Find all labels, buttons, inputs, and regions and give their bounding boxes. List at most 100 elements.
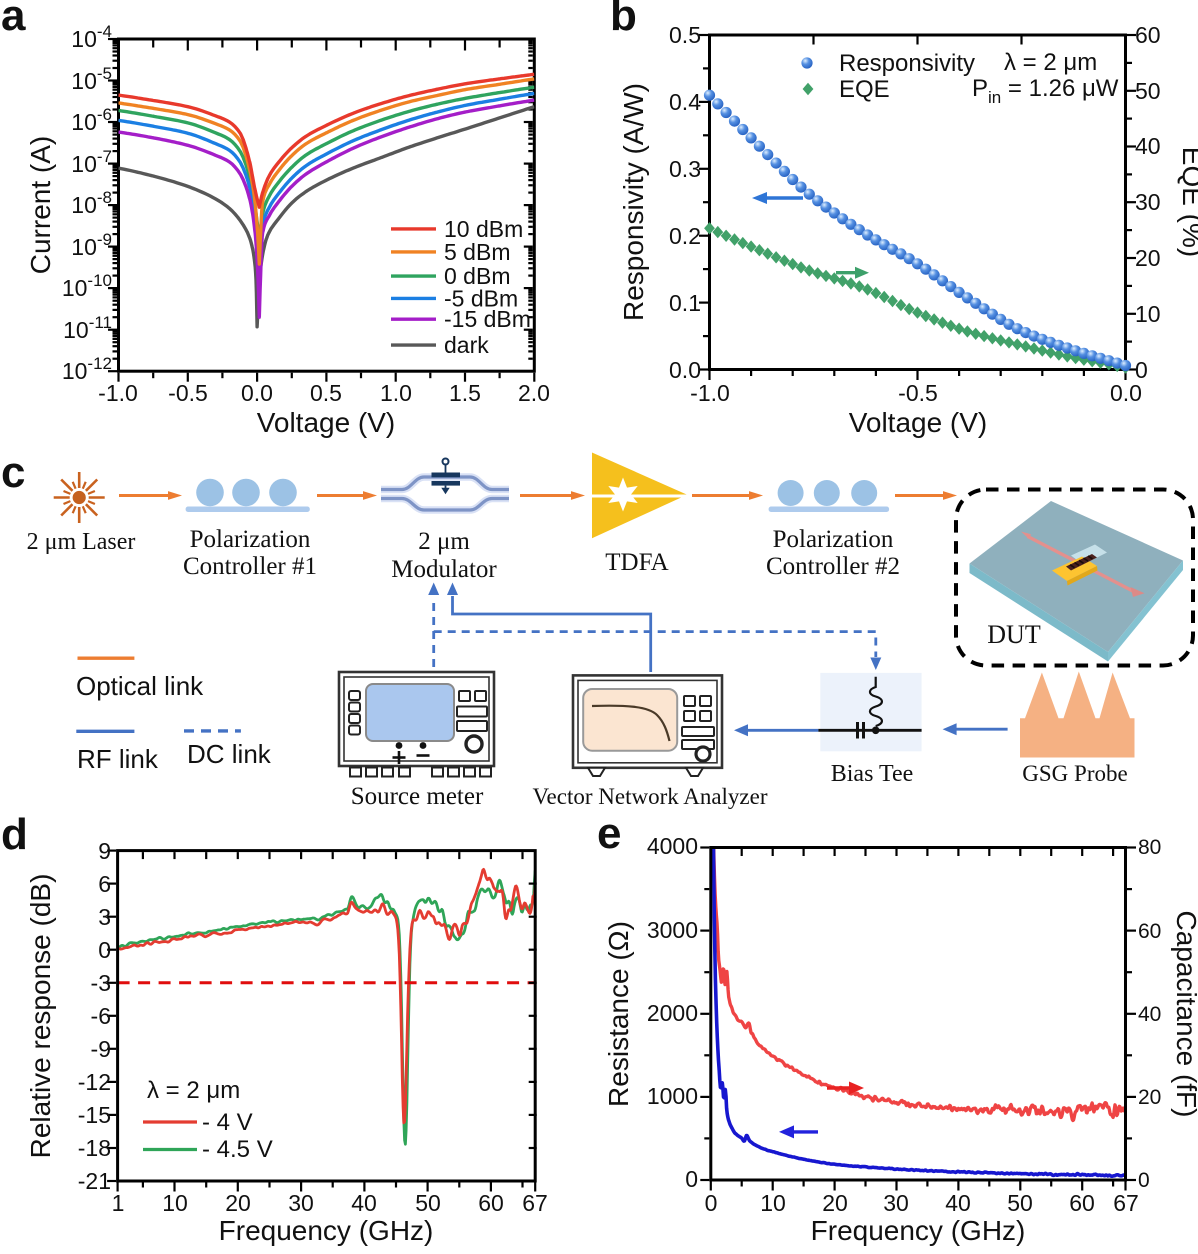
svg-text:30: 30 [1135,189,1161,215]
svg-text:0: 0 [98,937,111,963]
svg-text:Controller #2: Controller #2 [766,553,900,580]
svg-text:0.0: 0.0 [669,357,701,383]
svg-text:Source meter: Source meter [351,783,484,810]
svg-text:Relative response (dB): Relative response (dB) [25,874,56,1159]
svg-text:d: d [1,810,28,859]
svg-text:RF link: RF link [77,744,159,774]
svg-text:67: 67 [522,1190,548,1216]
svg-text:Polarization: Polarization [773,526,894,553]
svg-text:10: 10 [760,1190,786,1216]
svg-text:60: 60 [1135,22,1161,48]
svg-text:c: c [1,448,25,497]
svg-text:30: 30 [883,1190,909,1216]
svg-text:10-10: 10-10 [62,271,112,301]
svg-text:10: 10 [1135,301,1161,327]
svg-text:Frequency (GHz): Frequency (GHz) [811,1215,1026,1246]
svg-text:80: 80 [1138,836,1161,859]
svg-text:EQE: EQE [839,76,890,103]
svg-text:-12: -12 [78,1069,111,1095]
svg-text:50: 50 [1135,78,1161,104]
svg-text:0.0: 0.0 [241,380,273,406]
svg-text:1.0: 1.0 [380,380,412,406]
svg-text:Capacitance (fF): Capacitance (fF) [1171,911,1198,1118]
svg-text:0 dBm: 0 dBm [444,263,510,289]
svg-text:6: 6 [98,871,111,897]
svg-text:Modulator: Modulator [391,556,497,583]
svg-text:-15 dBm: -15 dBm [444,306,531,332]
svg-text:10-8: 10-8 [71,188,112,218]
svg-text:b: b [610,0,637,40]
svg-text:Current (A): Current (A) [25,136,56,274]
svg-text:- 4.5 V: - 4.5 V [202,1136,273,1163]
svg-text:Controller #1: Controller #1 [183,553,317,580]
svg-text:Polarization: Polarization [190,526,311,553]
svg-text:Optical link: Optical link [76,671,204,701]
svg-text:0.0: 0.0 [1110,380,1142,406]
svg-text:Bias Tee: Bias Tee [831,761,914,787]
svg-text:9: 9 [98,838,111,864]
svg-text:-15: -15 [78,1102,111,1128]
svg-text:-1.0: -1.0 [98,380,138,406]
svg-text:60: 60 [1138,920,1161,943]
svg-text:20: 20 [225,1190,251,1216]
svg-text:60: 60 [1069,1190,1095,1216]
svg-text:Voltage (V): Voltage (V) [849,407,988,438]
svg-text:-1.0: -1.0 [690,380,730,406]
svg-text:1000: 1000 [647,1083,698,1109]
svg-text:0.2: 0.2 [669,223,701,249]
svg-text:Voltage (V): Voltage (V) [257,407,396,438]
svg-text:-9: -9 [91,1036,111,1062]
svg-text:Responsivity (A/W): Responsivity (A/W) [618,83,649,321]
svg-text:-18: -18 [78,1135,111,1161]
svg-text:0: 0 [1138,1169,1150,1192]
svg-text:1.5: 1.5 [449,380,481,406]
svg-text:GSG Probe: GSG Probe [1022,761,1127,786]
svg-text:-6: -6 [91,1003,111,1029]
svg-text:- 4 V: - 4 V [202,1109,253,1136]
svg-text:10: 10 [162,1190,188,1216]
svg-text:Vector Network Analyzer: Vector Network Analyzer [532,784,767,809]
svg-text:Responsivity: Responsivity [839,50,975,77]
svg-text:67: 67 [1113,1190,1139,1216]
svg-text:DC link: DC link [187,739,272,769]
svg-text:0: 0 [705,1190,718,1216]
svg-text:20: 20 [1135,245,1161,271]
svg-text:30: 30 [288,1190,314,1216]
svg-text:Frequency (GHz): Frequency (GHz) [219,1215,434,1246]
svg-text:e: e [597,809,621,858]
svg-text:2000: 2000 [647,1000,698,1026]
svg-text:TDFA: TDFA [605,549,668,576]
svg-text:4000: 4000 [647,833,698,859]
svg-text:10-7: 10-7 [71,147,112,177]
svg-text:-0.5: -0.5 [168,380,208,406]
svg-text:20: 20 [1138,1086,1161,1109]
svg-text:EQE (%): EQE (%) [1177,147,1198,257]
svg-text:DUT: DUT [987,620,1041,649]
svg-text:-0.5: -0.5 [898,380,938,406]
svg-text:2.0: 2.0 [518,380,550,406]
svg-text:3: 3 [98,904,111,930]
svg-text:2 μm: 2 μm [418,528,470,555]
svg-text:2 μm Laser: 2 μm Laser [27,529,136,555]
svg-text:0: 0 [685,1166,698,1192]
svg-text:60: 60 [478,1190,504,1216]
svg-text:5 dBm: 5 dBm [444,239,510,265]
svg-text:λ = 2 μm: λ = 2 μm [147,1077,240,1104]
svg-text:0: 0 [1135,357,1148,383]
svg-text:-3: -3 [91,970,111,996]
svg-text:3000: 3000 [647,917,698,943]
svg-text:50: 50 [415,1190,441,1216]
svg-text:1: 1 [112,1190,125,1216]
svg-text:40: 40 [1135,133,1161,159]
svg-text:0.5: 0.5 [669,22,701,48]
svg-text:λ = 2 μm: λ = 2 μm [1004,49,1097,76]
svg-text:40: 40 [351,1190,377,1216]
svg-text:Resistance (Ω): Resistance (Ω) [603,921,634,1107]
svg-text:40: 40 [1138,1003,1161,1026]
svg-text:0.1: 0.1 [669,290,701,316]
svg-text:0.3: 0.3 [669,156,701,182]
svg-text:50: 50 [1007,1190,1033,1216]
svg-text:-5 dBm: -5 dBm [444,285,518,311]
svg-text:0.5: 0.5 [310,380,342,406]
svg-text:10 dBm: 10 dBm [444,216,523,242]
